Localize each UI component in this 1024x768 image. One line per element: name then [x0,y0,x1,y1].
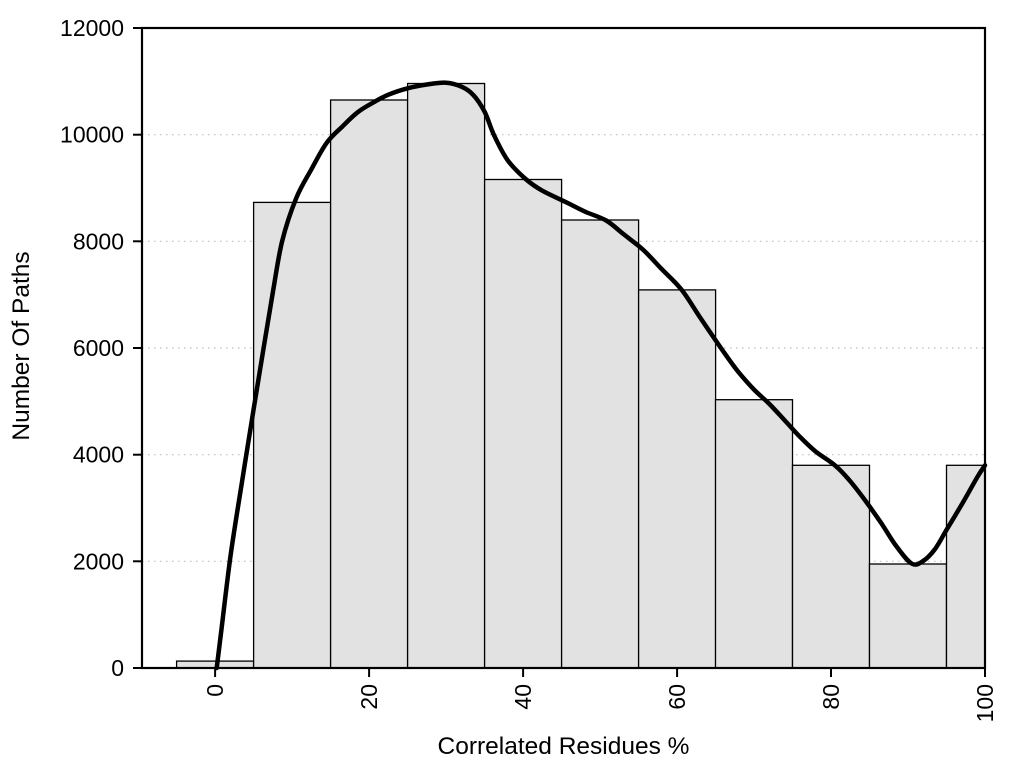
y-tick-label: 4000 [73,442,124,468]
y-tick-label: 12000 [60,15,124,41]
histogram-bar [252,201,332,669]
x-axis-title: Correlated Residues % [438,733,690,760]
y-tick-label: 2000 [73,548,124,574]
histogram-bar [637,289,717,669]
y-axis-title: Number Of Paths [8,251,35,440]
density-curve [214,80,988,671]
x-tick-label: 40 [510,684,536,710]
histogram-bar [406,82,486,669]
x-tick-label: 60 [664,684,690,710]
histogram-bar [329,99,409,669]
y-tick-label: 6000 [73,335,124,361]
x-tick-label: 20 [356,684,382,710]
y-tick-label: 0 [111,655,124,681]
y-tick-label: 10000 [60,122,124,148]
histogram-bar [714,399,794,669]
y-tick-label: 8000 [73,228,124,254]
histogram-bars [175,82,986,669]
y-axis-ticks: 0 2000 4000 6000 8000 10000 12000 [60,15,142,681]
x-tick-label: 100 [972,684,998,722]
histogram-bar [483,178,563,669]
x-tick-label: 0 [202,684,228,697]
x-tick-label: 80 [818,684,844,710]
histogram-bar [791,464,871,669]
histogram-bar [868,563,948,669]
histogram-bar [560,219,640,669]
x-axis-ticks: 0 20 40 60 80 100 [202,668,998,722]
